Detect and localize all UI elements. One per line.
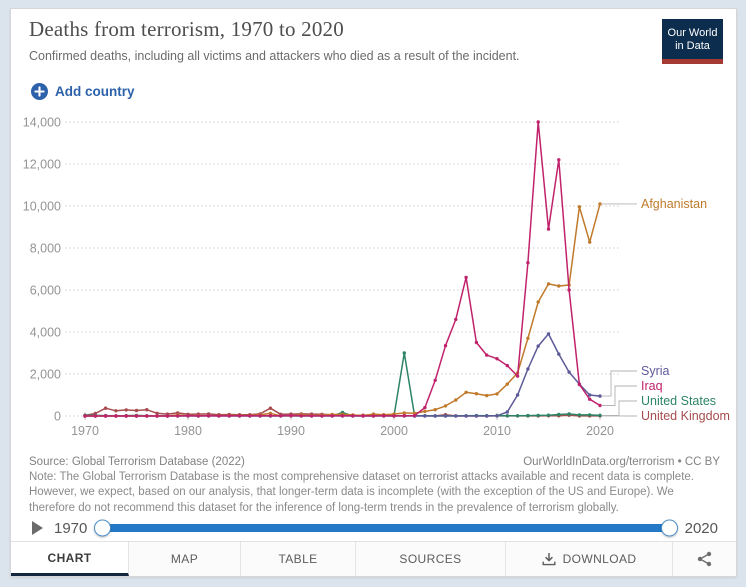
legend-label-united-states[interactable]: United States — [641, 394, 716, 408]
tab-download-label: DOWNLOAD — [562, 552, 637, 566]
legend-connector — [602, 370, 637, 397]
tab-chart[interactable]: CHART — [11, 542, 129, 576]
y-axis-tick-label: 12,000 — [23, 158, 61, 172]
y-axis-tick-label: 6,000 — [30, 284, 61, 298]
play-icon — [31, 521, 43, 535]
share-icon — [697, 551, 712, 567]
y-axis-tick-label: 0 — [54, 410, 61, 424]
share-button[interactable] — [673, 542, 736, 576]
legend-label-iraq[interactable]: Iraq — [641, 379, 663, 393]
tab-sources[interactable]: SOURCES — [356, 542, 506, 576]
add-country-button[interactable]: Add country — [27, 81, 139, 102]
legend-label-afghanistan[interactable]: Afghanistan — [641, 197, 707, 211]
y-axis-tick-label: 14,000 — [23, 116, 61, 130]
logo-text-line1: Our World — [667, 26, 718, 39]
x-axis-tick-label: 2020 — [586, 424, 614, 438]
x-axis-tick-label: 1980 — [174, 424, 202, 438]
tab-download[interactable]: DOWNLOAD — [506, 542, 673, 576]
attribution-link[interactable]: OurWorldInData.org/terrorism • CC BY — [523, 456, 720, 468]
series-points-iraq — [83, 120, 602, 418]
source-text: Source: Global Terrorism Database (2022) — [29, 456, 245, 468]
x-axis-tick-label: 2000 — [380, 424, 408, 438]
y-axis-tick-label: 2,000 — [30, 368, 61, 382]
slider-handle-end[interactable] — [660, 519, 678, 537]
legend-label-united-kingdom[interactable]: United Kingdom — [641, 409, 730, 423]
slider-handle-start[interactable] — [94, 519, 112, 537]
tab-sources-label: SOURCES — [399, 552, 462, 566]
play-button[interactable] — [29, 520, 45, 536]
series-line-united-states[interactable] — [84, 352, 601, 417]
series-points-united-states — [83, 351, 602, 418]
line-chart: 0 2,000 4,000 6,000 8,000 10,000 12,000 14,000 1… — [23, 116, 730, 439]
x-axis-tick-label: 2010 — [483, 424, 511, 438]
series-line-iraq[interactable] — [85, 121, 601, 417]
download-icon — [542, 553, 556, 566]
page-title: Deaths from terrorism, 1970 to 2020 — [29, 17, 344, 41]
timeline-slider[interactable] — [94, 519, 678, 537]
chart-card: Deaths from terrorism, 1970 to 2020 Conf… — [10, 8, 737, 577]
timeline-start-label: 1970 — [54, 519, 88, 537]
plus-circle-icon — [31, 83, 48, 100]
tab-map-label: MAP — [170, 552, 199, 566]
tab-map[interactable]: MAP — [129, 542, 241, 576]
y-axis-tick-label: 4,000 — [30, 326, 61, 340]
chart-subtitle: Confirmed deaths, including all victims … — [29, 49, 520, 63]
x-axis-tick-label: 1970 — [71, 424, 99, 438]
footer-tabs: CHART MAP TABLE SOURCES DOWNLOAD — [11, 541, 736, 576]
note-text: Note: The Global Terrorism Database is t… — [29, 471, 694, 514]
legend-label-syria[interactable]: Syria — [641, 364, 670, 378]
tab-chart-label: CHART — [47, 550, 92, 565]
add-country-label: Add country — [55, 84, 135, 99]
y-axis-tick-label: 8,000 — [30, 242, 61, 256]
series-points-syria — [83, 332, 602, 418]
series-line-syria[interactable] — [85, 333, 601, 417]
logo-text-line2: in Data — [675, 39, 710, 52]
series-line-afghanistan[interactable] — [85, 203, 601, 417]
owid-logo[interactable]: Our World in Data — [662, 19, 723, 64]
tab-table[interactable]: TABLE — [241, 542, 356, 576]
legend-connector — [602, 385, 637, 406]
tab-table-label: TABLE — [278, 552, 318, 566]
timeline-controls: 1970 2020 — [29, 515, 718, 541]
y-axis-tick-label: 10,000 — [23, 200, 61, 214]
legend-connector — [602, 400, 637, 416]
timeline-end-label: 2020 — [684, 519, 718, 537]
x-axis-tick-label: 1990 — [277, 424, 305, 438]
